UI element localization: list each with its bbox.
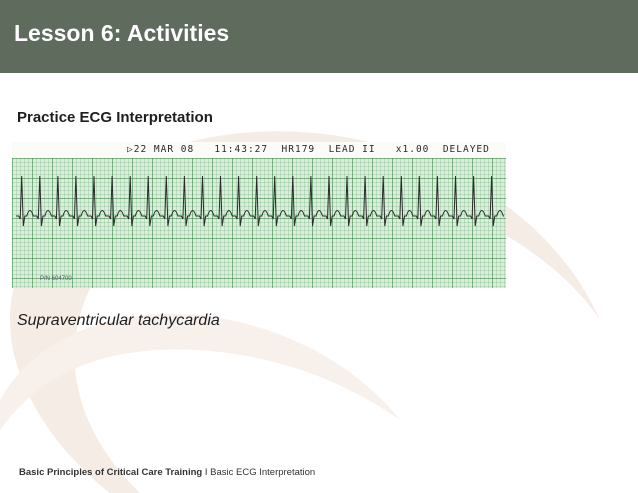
footer-course: Basic Principles of Critical Care Traini… [19, 467, 203, 478]
title-bar: Lesson 6: Activities [0, 0, 638, 73]
ecg-strip-image: ▷22 MAR 08 11:43:27 HR179 LEAD II x1.00 … [12, 142, 506, 288]
section-heading: Practice ECG Interpretation [17, 109, 213, 126]
slide-title: Lesson 6: Activities [14, 20, 230, 46]
footer-topic: Basic ECG Interpretation [210, 467, 316, 478]
ecg-waveform [16, 175, 504, 227]
rhythm-caption: Supraventricular tachycardia [17, 312, 220, 329]
footer: Basic Principles of Critical Care Traini… [19, 467, 315, 478]
ecg-trace [16, 175, 504, 227]
ecg-grid [12, 158, 506, 288]
ecg-part-number: P/N 604700 [40, 276, 72, 282]
ecg-header-text: ▷22 MAR 08 11:43:27 HR179 LEAD II x1.00 … [127, 144, 490, 155]
ecg-strip-header: ▷22 MAR 08 11:43:27 HR179 LEAD II x1.00 … [12, 142, 506, 158]
footer-separator: I [202, 467, 211, 478]
